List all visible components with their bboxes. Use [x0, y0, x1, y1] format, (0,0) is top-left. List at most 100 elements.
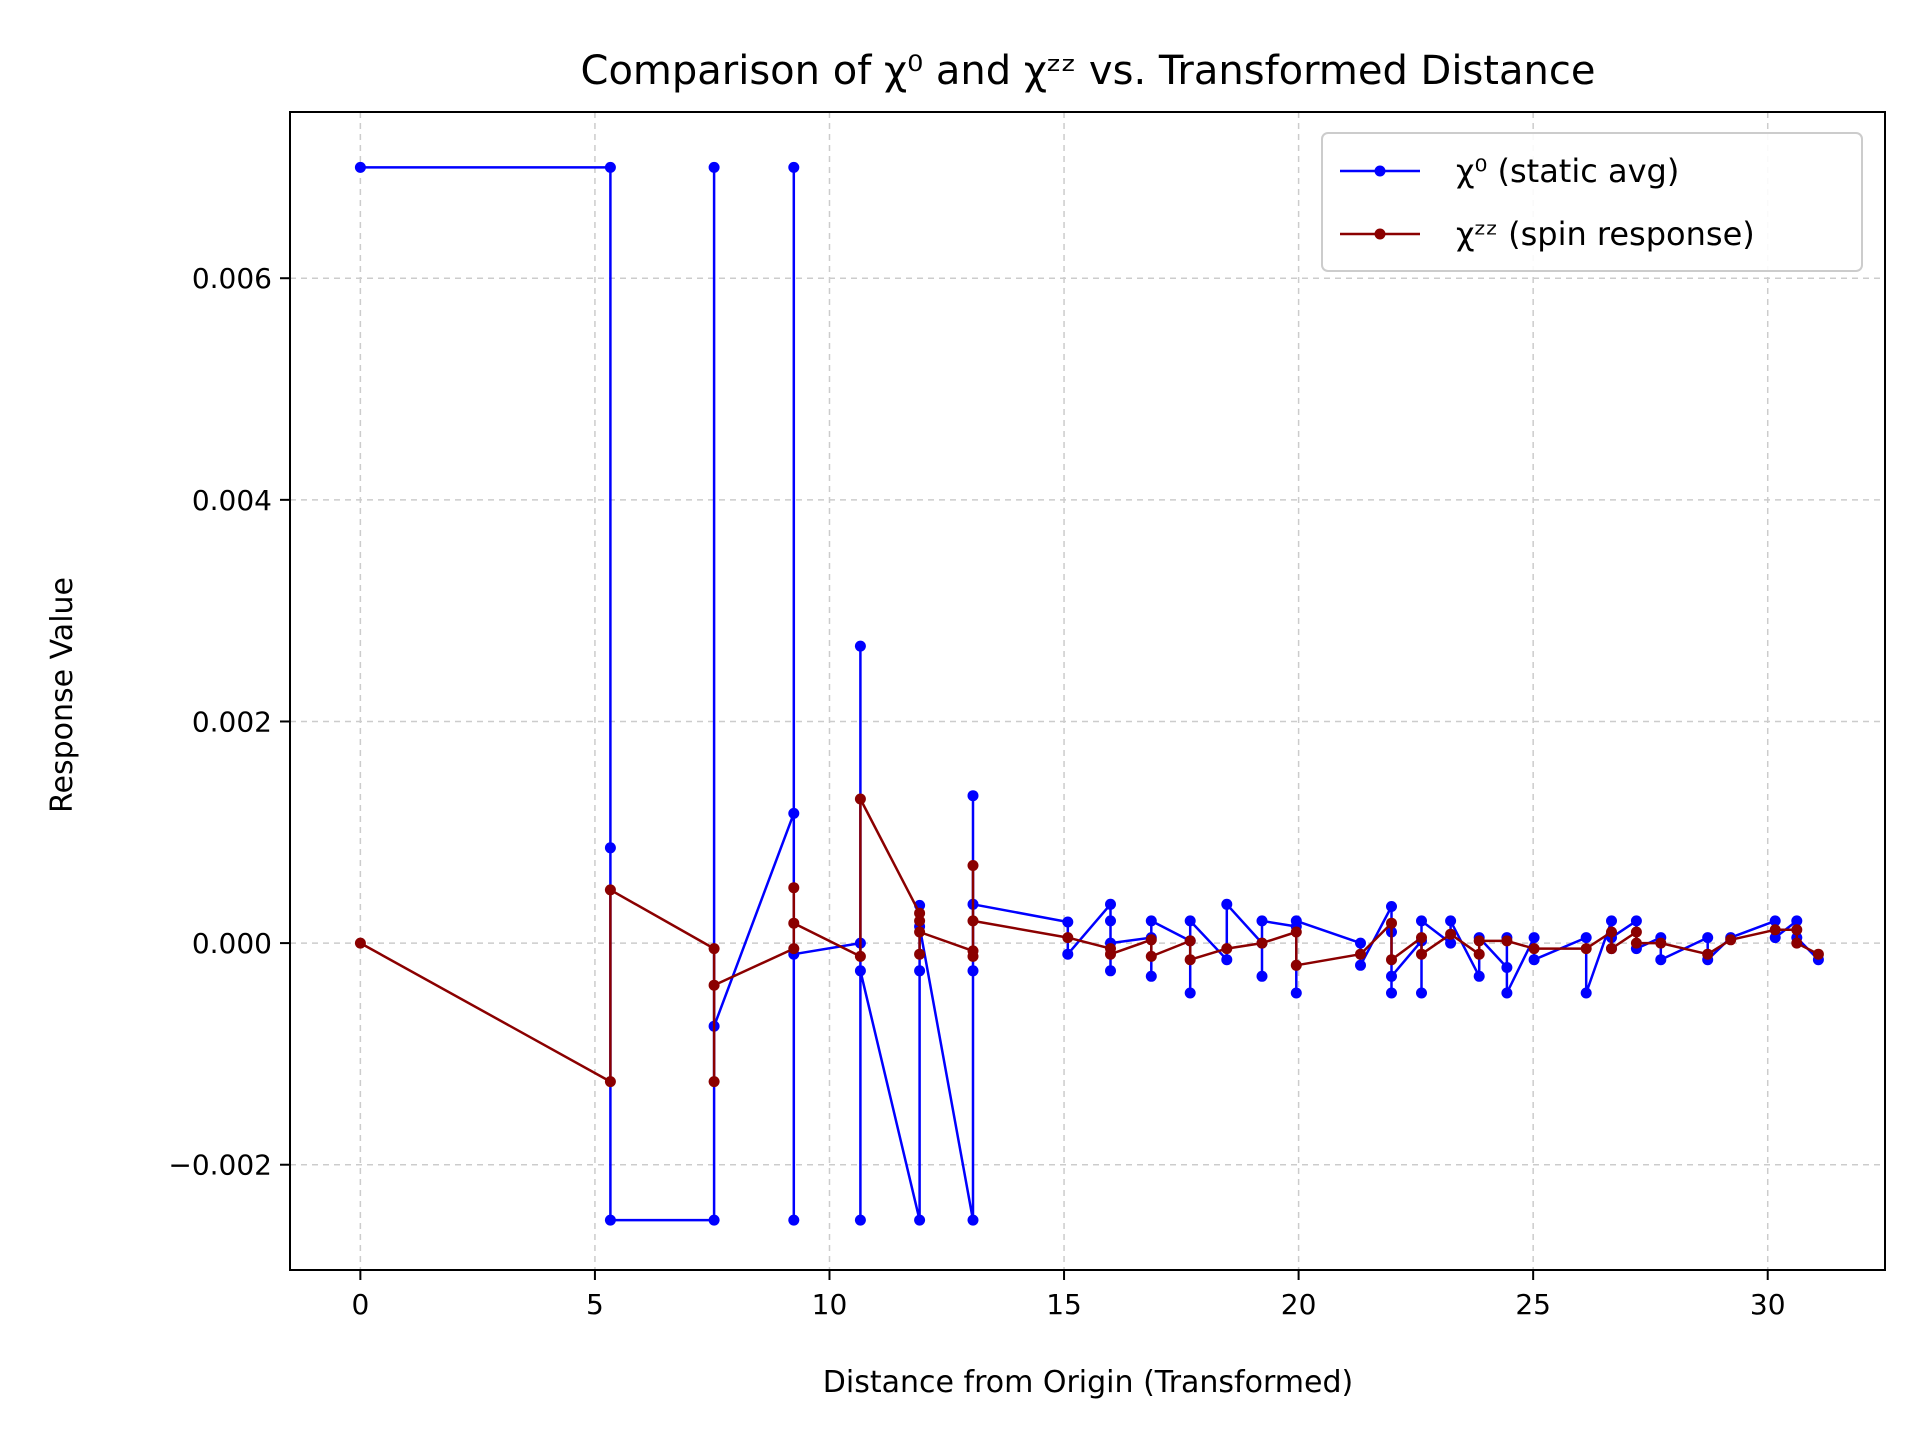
series-1-point — [1791, 915, 1803, 927]
series-1-point — [1386, 901, 1397, 912]
series-1-point — [1445, 915, 1457, 927]
y-axis-title: Response Value — [45, 577, 80, 813]
series-1-point — [854, 965, 866, 977]
series-2-point — [1416, 948, 1427, 960]
x-tick-label: 15 — [1046, 1288, 1082, 1321]
series-1-point — [1290, 915, 1302, 927]
x-axis-title: Distance from Origin (Transformed) — [823, 1365, 1353, 1400]
series-2-point — [914, 915, 926, 927]
x-tick-label: 25 — [1515, 1288, 1551, 1321]
y-tick-label: 0.002 — [192, 705, 272, 738]
series-2-point — [967, 915, 979, 927]
legend-label-1: χ⁰ (static avg) — [1456, 152, 1679, 190]
series-1-point — [1445, 937, 1457, 949]
x-tick-label: 10 — [812, 1288, 848, 1321]
series-2-point — [1528, 943, 1540, 955]
series-2-point — [1386, 954, 1397, 966]
series-2-point — [1769, 924, 1781, 936]
series-2-point — [1501, 935, 1513, 947]
series-1-point — [1355, 959, 1366, 971]
series-1-point — [914, 965, 926, 977]
series-2-point — [1355, 948, 1366, 960]
series-1-point — [854, 640, 866, 652]
series-1-point — [1416, 987, 1427, 999]
series-2-point — [788, 882, 800, 894]
series-1-point — [1105, 965, 1116, 977]
x-tick-label: 30 — [1750, 1288, 1786, 1321]
series-2-point — [967, 950, 979, 962]
series-2-line — [359, 797, 1819, 1083]
series-1-point — [1769, 915, 1781, 927]
series-2-point — [1606, 943, 1617, 955]
series-2-point — [1473, 935, 1485, 947]
series-2-point — [1145, 950, 1157, 962]
y-tick-label: 0.006 — [192, 262, 272, 295]
series-1-point — [1580, 987, 1592, 999]
series-1-point — [1528, 954, 1540, 966]
series-2-point — [1606, 926, 1617, 938]
series-1-point — [1416, 915, 1427, 927]
series-2-point — [1812, 948, 1824, 960]
series-2-point — [1655, 937, 1667, 949]
series-2-point — [788, 943, 800, 955]
series-1-point — [1580, 932, 1592, 944]
x-tick-label: 5 — [586, 1288, 604, 1321]
series-2-point — [1184, 954, 1196, 966]
series-1-point — [967, 1214, 979, 1226]
y-tick-label: −0.002 — [168, 1149, 272, 1182]
series-2-point — [914, 948, 926, 960]
series-2-point — [1184, 935, 1196, 947]
series-1-point — [967, 965, 979, 977]
series-2-point — [604, 884, 616, 896]
series-1-point — [354, 161, 366, 173]
series-1-point — [1105, 915, 1116, 927]
series-2-point — [788, 917, 800, 929]
series-2-point — [1702, 948, 1714, 960]
series-2-point — [1290, 926, 1302, 938]
series-1-point — [1386, 987, 1397, 999]
series-1-point — [1501, 962, 1513, 973]
legend-label-2: χᶻᶻ (spin response) — [1456, 215, 1755, 253]
series-2-point — [1473, 948, 1485, 960]
series-1-point — [604, 1214, 616, 1226]
series-1-point — [854, 1214, 866, 1226]
series-1-point — [967, 790, 979, 802]
legend-marker-2 — [1374, 228, 1386, 240]
series-1-point — [1062, 916, 1074, 928]
series-1-point — [1145, 970, 1157, 982]
series-2-point — [854, 793, 866, 805]
series-2-point — [1386, 917, 1397, 929]
series-1-point — [708, 161, 720, 173]
series-1-point — [1290, 987, 1302, 999]
chart-title: Comparison of χ⁰ and χᶻᶻ vs. Transformed… — [581, 48, 1596, 94]
series-2-point — [1630, 937, 1642, 949]
series-1-point — [1221, 898, 1233, 910]
series-2-point — [1630, 926, 1642, 938]
series-2-point — [1062, 932, 1074, 944]
series-1-point — [1355, 937, 1366, 949]
series-2-point — [854, 950, 866, 962]
legend: χ⁰ (static avg) χᶻᶻ (spin response) — [1321, 132, 1863, 272]
x-tick-label: 20 — [1281, 1288, 1317, 1321]
series-1-point — [1702, 932, 1714, 944]
series-layer — [354, 161, 1824, 1226]
series-1-point — [604, 842, 616, 854]
series-2-point — [604, 1076, 616, 1088]
series-2-point — [914, 926, 926, 938]
series-2-point — [914, 907, 926, 919]
series-2-point — [1416, 932, 1427, 944]
series-2-point — [1145, 934, 1157, 946]
series-2-point — [967, 860, 979, 871]
series-2-point — [354, 937, 366, 949]
series-1-point — [1655, 954, 1667, 966]
series-2-point — [708, 979, 720, 991]
series-2-point — [1791, 924, 1803, 936]
series-1-point — [1184, 987, 1196, 999]
series-1-point — [1630, 915, 1642, 927]
series-1-point — [1501, 987, 1513, 999]
series-2-point — [1580, 943, 1592, 955]
series-1-point — [788, 807, 800, 819]
series-2 — [354, 793, 1824, 1088]
series-2-point — [708, 1076, 720, 1088]
